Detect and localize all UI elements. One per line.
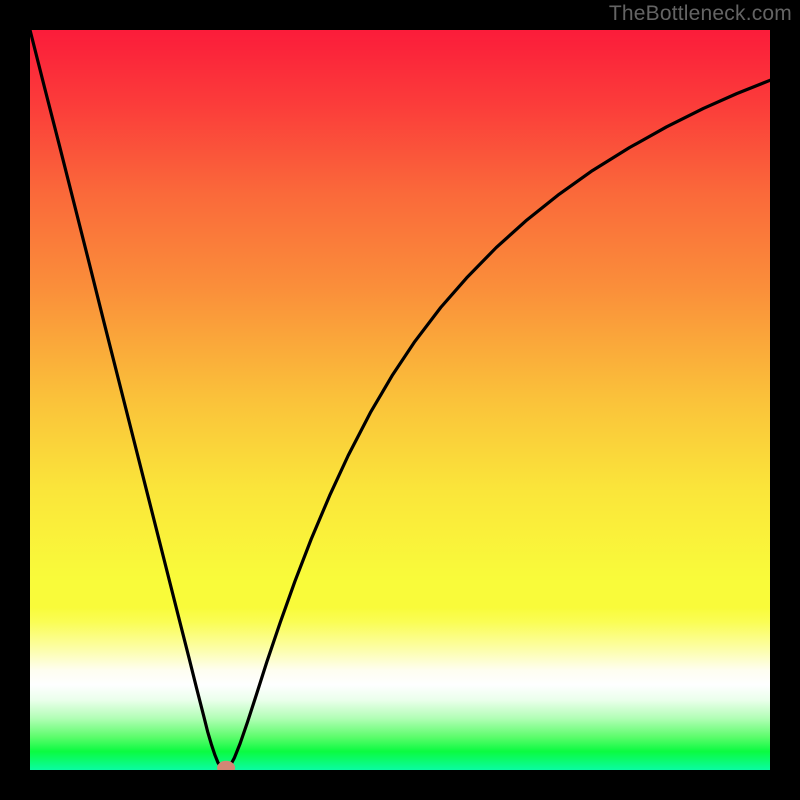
- plot-area: [30, 30, 770, 770]
- bottleneck-curve: [30, 30, 770, 770]
- chart-container: TheBottleneck.com: [0, 0, 800, 800]
- watermark-text: TheBottleneck.com: [609, 2, 792, 26]
- curve-layer: [30, 30, 770, 770]
